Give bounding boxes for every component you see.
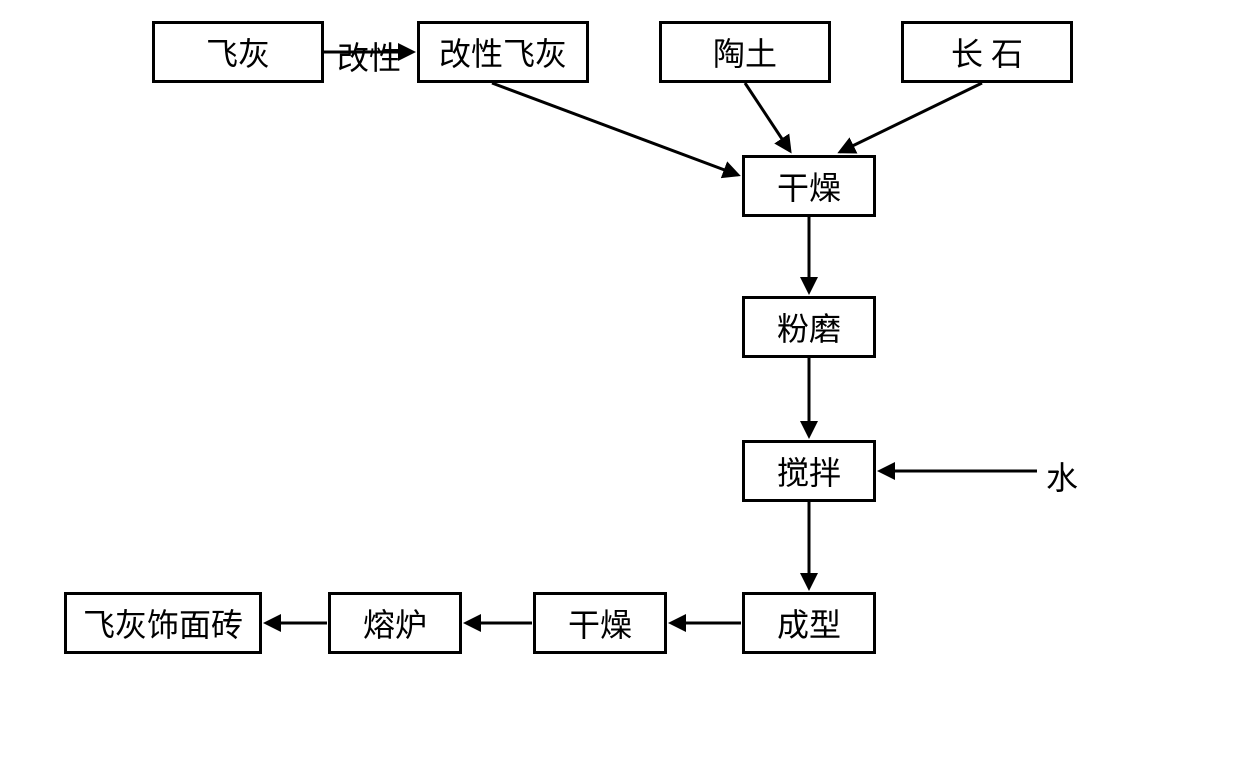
label-water: 水 <box>1046 453 1078 499</box>
node-mixing-label: 搅拌 <box>777 448 841 494</box>
node-clay-label: 陶土 <box>713 29 777 75</box>
node-furnace-label: 熔炉 <box>363 600 427 646</box>
node-drying-1: 干燥 <box>742 155 876 217</box>
node-drying-1-label: 干燥 <box>777 163 841 209</box>
node-feldspar: 长 石 <box>901 21 1073 83</box>
node-modified-flyash-label: 改性飞灰 <box>439 29 567 75</box>
node-molding: 成型 <box>742 592 876 654</box>
label-modification: 改性 <box>337 33 401 79</box>
node-mixing: 搅拌 <box>742 440 876 502</box>
node-flyash-facing-brick: 飞灰饰面砖 <box>64 592 262 654</box>
node-clay: 陶土 <box>659 21 831 83</box>
edge-feldspar-to-drying1 <box>840 83 982 152</box>
node-molding-label: 成型 <box>777 600 841 646</box>
node-grinding-label: 粉磨 <box>777 304 841 350</box>
node-flyash-label: 飞灰 <box>206 29 270 75</box>
edge-modified-to-drying1 <box>492 83 738 175</box>
node-drying-2: 干燥 <box>533 592 667 654</box>
node-flyash-facing-brick-label: 飞灰饰面砖 <box>83 600 243 646</box>
node-grinding: 粉磨 <box>742 296 876 358</box>
label-water-text: 水 <box>1046 460 1078 496</box>
node-feldspar-label: 长 石 <box>951 29 1023 75</box>
node-drying-2-label: 干燥 <box>568 600 632 646</box>
node-flyash: 飞灰 <box>152 21 324 83</box>
label-modification-text: 改性 <box>337 40 401 76</box>
edge-clay-to-drying1 <box>745 83 790 151</box>
node-modified-flyash: 改性飞灰 <box>417 21 589 83</box>
node-furnace: 熔炉 <box>328 592 462 654</box>
